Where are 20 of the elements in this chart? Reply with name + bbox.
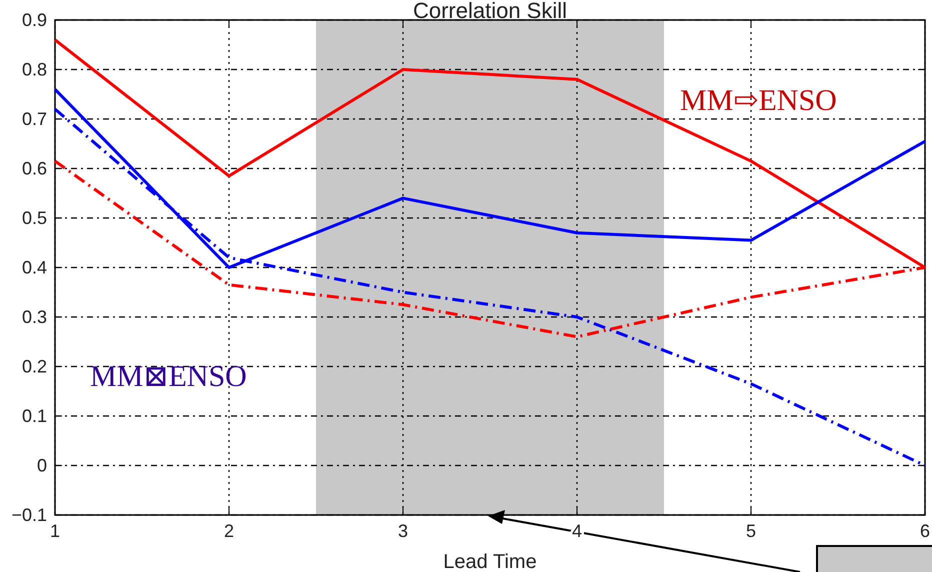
y-tick-label: 0.5 [22,208,47,228]
y-tick-label: 0.4 [22,258,47,278]
y-tick-label: 0.7 [22,109,47,129]
y-tick-label: −0.1 [11,505,47,525]
x-tick-label: 2 [224,521,234,541]
y-tick-label: 0.3 [22,307,47,327]
y-tick-label: 0.8 [22,60,47,80]
x-tick-label: 5 [746,521,756,541]
annotation: MM⊠ENSO [90,360,247,393]
y-tick-label: 0.9 [22,10,47,30]
y-tick-label: 0.6 [22,158,47,178]
y-tick-label: 0 [36,456,47,476]
x-axis-title: Lead Time [443,551,537,572]
x-tick-label: 6 [920,521,930,541]
y-tick-label: 0.1 [22,406,47,426]
x-tick-label: 3 [398,521,408,541]
chart-title: Correlation Skill [412,0,568,23]
x-tick-label: 1 [50,521,60,541]
annotation: MM⇨ENSO [680,84,837,117]
y-tick-label: 0.2 [22,356,47,376]
